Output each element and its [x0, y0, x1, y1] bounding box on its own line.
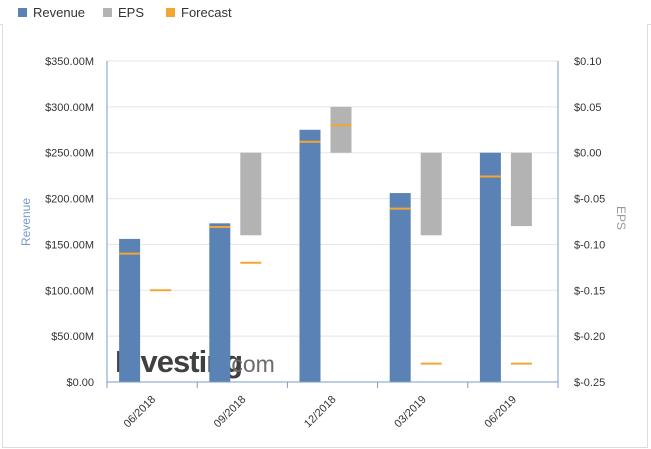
right-tick-label: $-0.20	[574, 331, 605, 343]
x-tick-label: 06/2019	[482, 394, 519, 431]
forecast-swatch-icon	[166, 7, 175, 17]
left-tick-label: $100.00M	[45, 285, 94, 297]
x-tick-label: 03/2019	[392, 394, 429, 431]
left-tick-label: $50.00M	[51, 331, 94, 343]
right-tick-label: $0.05	[574, 102, 602, 114]
revenue-bar	[119, 238, 141, 382]
revenue-swatch-icon	[18, 7, 27, 17]
left-tick-label: $0.00	[66, 377, 94, 389]
revenue-bar	[209, 223, 231, 382]
right-tick-label: $0.00	[574, 148, 602, 160]
left-tick-label: $150.00M	[45, 239, 94, 251]
right-tick-label: $0.10	[574, 56, 602, 68]
x-tick-label: 12/2018	[302, 394, 339, 431]
eps-bar	[330, 106, 352, 153]
x-tick-label: 06/2018	[122, 394, 159, 431]
eps-swatch-icon	[103, 7, 112, 17]
legend-item-forecast[interactable]: Forecast	[166, 4, 232, 20]
right-axis-title: EPS	[614, 206, 628, 230]
x-tick-label: 09/2018	[212, 394, 249, 431]
axis-labels: Revenue EPS $0.00 $50.00M $100.00M $150.00M…	[19, 56, 628, 430]
chart-frame	[2, 24, 648, 448]
right-tick-label: $-0.25	[574, 377, 605, 389]
revenue-bar	[389, 193, 411, 382]
left-tick-label: $200.00M	[45, 194, 94, 206]
left-axis-title: Revenue	[19, 198, 33, 246]
left-tick-label: $300.00M	[45, 102, 94, 114]
right-tick-label: $-0.15	[574, 285, 605, 297]
legend-item-revenue[interactable]: Revenue	[18, 4, 86, 20]
revenue-bar	[479, 152, 501, 382]
left-tick-label: $350.00M	[45, 56, 94, 68]
right-tick-label: $-0.10	[574, 239, 605, 251]
bars	[119, 106, 532, 382]
legend-revenue-label: Revenue	[33, 4, 86, 20]
legend-item-eps[interactable]: EPS	[103, 4, 145, 20]
axes	[106, 61, 559, 388]
legend-eps-label: EPS	[118, 4, 145, 20]
eps-bar	[240, 152, 262, 236]
right-tick-label: $-0.05	[574, 194, 605, 206]
eps-bar	[510, 152, 532, 227]
revenue-bar	[299, 129, 321, 382]
legend-forecast-label: Forecast	[181, 4, 232, 20]
left-tick-label: $250.00M	[45, 148, 94, 160]
eps-bar	[420, 152, 442, 236]
watermark-suffix: .com	[225, 351, 275, 377]
